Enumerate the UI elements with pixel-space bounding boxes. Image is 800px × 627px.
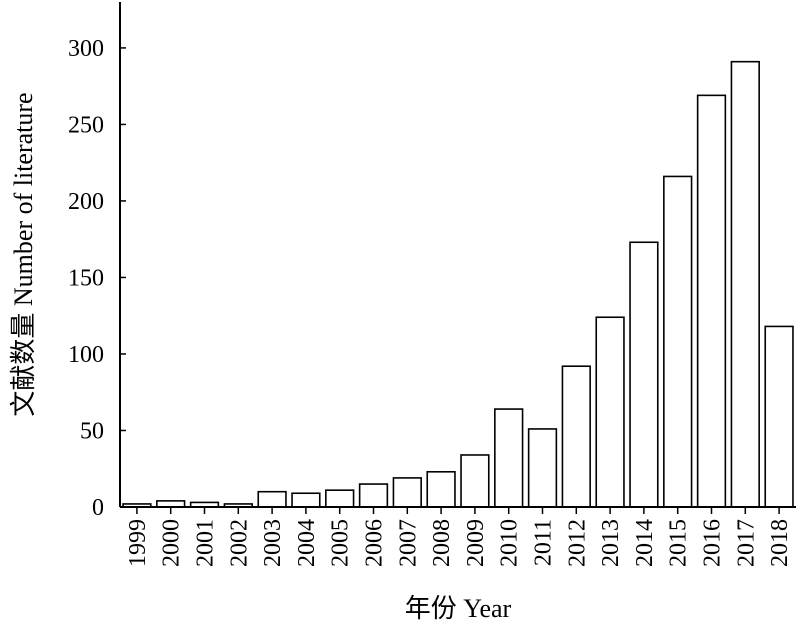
x-tick-label: 2009 xyxy=(463,519,489,567)
x-tick-label: 2016 xyxy=(700,519,726,567)
bar-2005 xyxy=(325,489,355,508)
x-axis-title: 年份 Year xyxy=(405,594,512,623)
bar-2009 xyxy=(460,454,490,508)
x-tick-label: 2002 xyxy=(226,519,252,567)
y-tick-label: 100 xyxy=(68,342,104,368)
y-tick-label: 0 xyxy=(92,495,104,521)
y-tick-label: 250 xyxy=(68,112,104,138)
x-tick-label: 2001 xyxy=(193,519,219,567)
bar-2017 xyxy=(730,60,760,508)
x-tick-label: 2018 xyxy=(767,519,793,567)
bar-2003 xyxy=(257,490,287,508)
x-tick-label: 2011 xyxy=(531,519,557,566)
x-tick-label: 2010 xyxy=(497,519,523,567)
x-tick-label: 2014 xyxy=(632,519,658,567)
x-tick-label: 2000 xyxy=(159,519,185,567)
bar-2013 xyxy=(595,316,625,508)
x-tick-label: 2006 xyxy=(362,519,388,567)
bar-2012 xyxy=(561,365,591,508)
y-ticks-group: 0 50 100 150 200 250 300 xyxy=(68,36,126,521)
y-tick-label: 300 xyxy=(68,36,104,62)
bar-2004 xyxy=(291,492,321,508)
bar-2008 xyxy=(426,470,456,508)
y-tick-label: 50 xyxy=(80,418,104,444)
y-axis-title: 文献数量 Number of literature xyxy=(9,92,38,416)
x-tick-label: 2013 xyxy=(598,519,624,567)
x-tick-label: 2003 xyxy=(260,519,286,567)
x-tick-label: 1999 xyxy=(125,519,151,567)
y-tick-label: 200 xyxy=(68,189,104,215)
x-tick-label: 2015 xyxy=(666,519,692,567)
x-tick-label: 2017 xyxy=(733,519,759,567)
x-ticks-group: 1999 2000 2001 2002 2003 2004 2005 2006 2007 2008… xyxy=(125,507,793,567)
axes-group xyxy=(119,2,796,508)
y-tick-label: 150 xyxy=(68,265,104,291)
x-tick-label: 2005 xyxy=(328,519,354,567)
x-tick-label: 2012 xyxy=(564,519,590,567)
x-tick-label: 2008 xyxy=(429,519,455,567)
bars-group xyxy=(122,60,794,508)
bar-2016 xyxy=(696,94,727,508)
x-tick-label: 2004 xyxy=(294,519,320,567)
bar-2010 xyxy=(494,408,524,508)
bar-2015 xyxy=(663,175,693,508)
bar-2014 xyxy=(629,241,659,508)
bar-2007 xyxy=(392,477,422,508)
x-tick-label: 2007 xyxy=(395,519,421,567)
bar-2006 xyxy=(358,483,389,508)
bar-2018 xyxy=(764,325,794,508)
bar-2011 xyxy=(527,428,558,508)
